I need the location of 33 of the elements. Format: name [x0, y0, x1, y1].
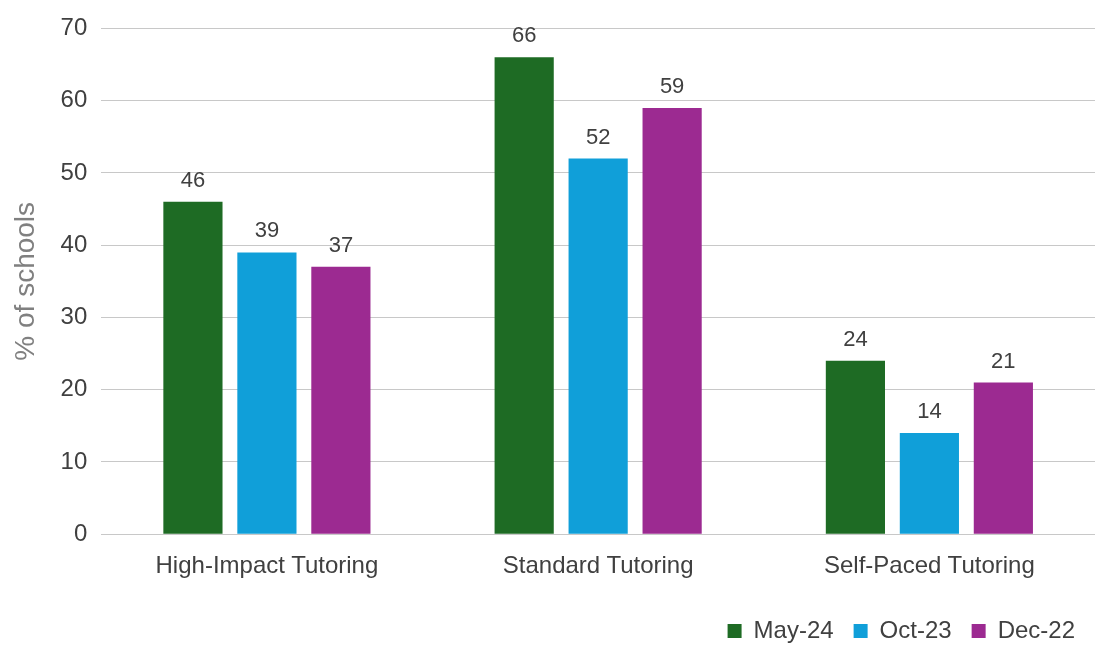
- x-tick-label: Self-Paced Tutoring: [823, 551, 1035, 579]
- data-label: 52: [585, 123, 611, 149]
- data-label: 24: [843, 325, 868, 351]
- y-tick-label: 30: [60, 302, 88, 330]
- x-tick-label: High-Impact Tutoring: [155, 551, 379, 579]
- y-tick-label: 20: [60, 374, 88, 402]
- data-label: 66: [511, 22, 537, 48]
- bar: [825, 360, 885, 534]
- y-tick-label: 10: [60, 446, 88, 474]
- x-tick-label: Standard Tutoring: [502, 551, 694, 579]
- data-label: 39: [254, 217, 280, 243]
- legend-label: Dec-22: [997, 615, 1076, 643]
- y-tick-label: 40: [60, 229, 88, 257]
- bar: [311, 266, 371, 534]
- y-tick-label: 0: [73, 518, 88, 546]
- bar: [163, 201, 223, 534]
- data-label: 14: [917, 398, 942, 424]
- y-tick-label: 60: [60, 85, 88, 113]
- legend-label: Oct-23: [879, 615, 952, 643]
- y-tick-label: 50: [60, 157, 88, 185]
- bar: [568, 158, 628, 534]
- y-axis-title: % of schools: [8, 201, 40, 361]
- legend-label: May-24: [753, 615, 834, 643]
- y-tick-label: 70: [60, 13, 88, 41]
- data-label: 46: [180, 166, 206, 192]
- data-label: 21: [991, 347, 1016, 373]
- bar: [899, 433, 959, 534]
- bar: [237, 252, 297, 534]
- bar: [494, 57, 554, 534]
- data-label: 37: [328, 231, 354, 257]
- bar: [642, 107, 702, 534]
- data-label: 59: [659, 72, 685, 98]
- bar: [973, 382, 1033, 534]
